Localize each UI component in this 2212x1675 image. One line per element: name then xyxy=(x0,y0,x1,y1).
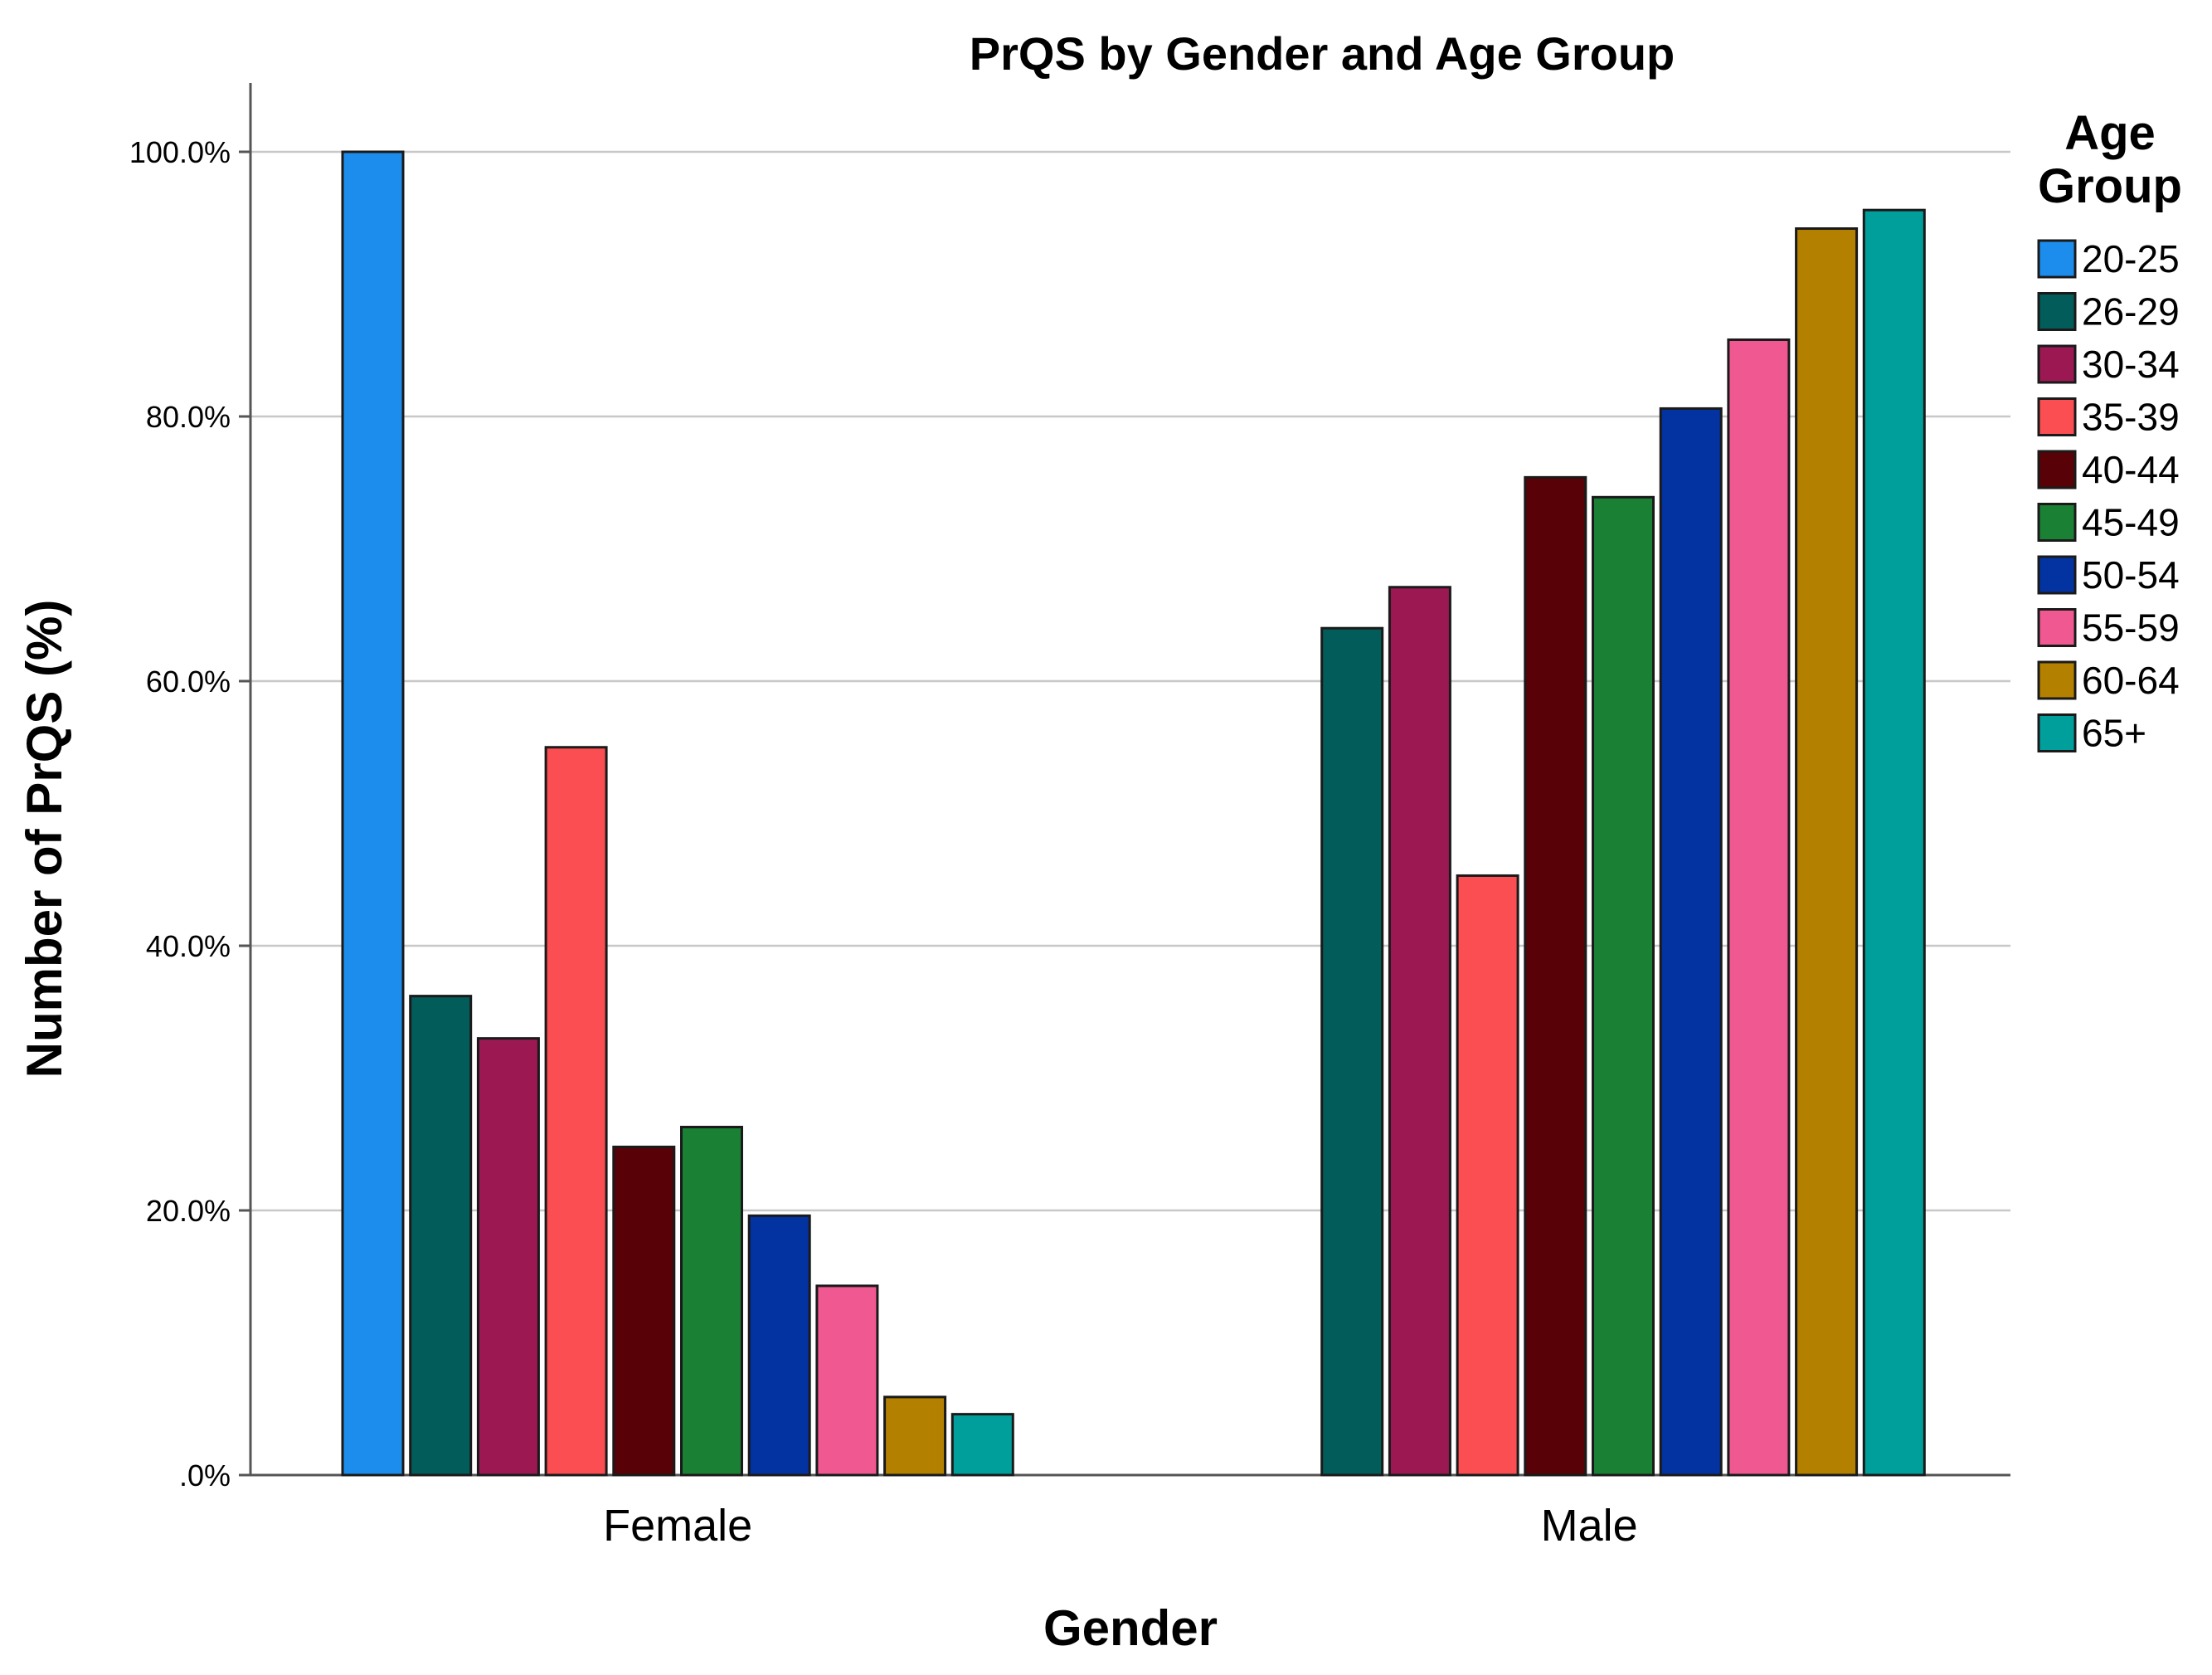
y-tick-label: 40.0% xyxy=(146,929,231,963)
bar-female-45-49 xyxy=(680,1126,743,1477)
y-tick-label: 80.0% xyxy=(146,400,231,434)
bar-female-40-44 xyxy=(612,1145,676,1477)
bar-male-55-59 xyxy=(1727,338,1791,1477)
bars xyxy=(341,150,1926,1477)
legend-label: 55-59 xyxy=(2082,606,2180,650)
x-axis-title: Gender xyxy=(1043,1600,1218,1656)
bar-female-50-54 xyxy=(747,1214,811,1477)
legend-label: 45-49 xyxy=(2082,501,2180,544)
legend-label: 35-39 xyxy=(2082,396,2180,439)
bar-female-55-59 xyxy=(815,1284,879,1477)
legend-label: 26-29 xyxy=(2082,290,2180,334)
legend-items: 20-25 26-29 30-34 35-39 40-44 45-49 50-54 55-59… xyxy=(2037,237,2180,755)
bar-male-60-64 xyxy=(1795,227,1859,1477)
bar-female-26-29 xyxy=(409,995,473,1477)
y-axis-ticks: .0% 20.0% 40.0% 60.0% 80.0% 100.0% xyxy=(129,135,250,1492)
legend-label: 20-25 xyxy=(2082,237,2180,280)
legend-label: 30-34 xyxy=(2082,343,2180,386)
legend-title-line-2: Group xyxy=(2038,159,2182,213)
bar-male-30-34 xyxy=(1388,586,1451,1477)
x-axis-categories: Female Male xyxy=(603,1501,1638,1551)
legend: Age Group 20-25 26-29 30-34 35-39 40-44 45-49… xyxy=(2037,106,2182,755)
legend-swatch xyxy=(2037,608,2077,647)
bar-female-65plus xyxy=(950,1413,1014,1477)
bar-male-45-49 xyxy=(1592,495,1655,1477)
bar-female-35-39 xyxy=(544,746,608,1477)
legend-label: 40-44 xyxy=(2082,448,2180,491)
bar-male-65plus xyxy=(1862,208,1926,1477)
bar-male-35-39 xyxy=(1456,874,1519,1477)
legend-title-line-1: Age xyxy=(2064,106,2156,160)
legend-label: 65+ xyxy=(2082,712,2146,755)
legend-swatch xyxy=(2037,450,2077,489)
bar-male-26-29 xyxy=(1320,626,1384,1477)
legend-swatch xyxy=(2037,239,2077,279)
legend-swatch xyxy=(2037,292,2077,331)
x-category-label: Female xyxy=(603,1501,752,1551)
legend-swatch xyxy=(2037,713,2077,752)
legend-swatch xyxy=(2037,397,2077,436)
legend-label: 60-64 xyxy=(2082,659,2180,702)
bar-male-40-44 xyxy=(1524,475,1587,1477)
legend-swatch xyxy=(2037,555,2077,595)
y-tick-label: .0% xyxy=(179,1458,231,1492)
y-tick-label: 20.0% xyxy=(146,1194,231,1228)
bar-female-30-34 xyxy=(476,1037,540,1477)
legend-label: 50-54 xyxy=(2082,553,2180,596)
bar-female-20-25 xyxy=(341,150,405,1477)
legend-swatch xyxy=(2037,344,2077,384)
y-axis-title: Number of PrQS (%) xyxy=(17,600,72,1079)
legend-swatch xyxy=(2037,660,2077,700)
bar-female-60-64 xyxy=(883,1395,947,1477)
x-category-label: Male xyxy=(1541,1501,1638,1551)
legend-swatch xyxy=(2037,503,2077,542)
y-tick-label: 100.0% xyxy=(129,135,231,169)
chart-title: PrQS by Gender and Age Group xyxy=(970,27,1675,80)
bar-male-50-54 xyxy=(1659,407,1723,1477)
y-tick-label: 60.0% xyxy=(146,665,231,699)
